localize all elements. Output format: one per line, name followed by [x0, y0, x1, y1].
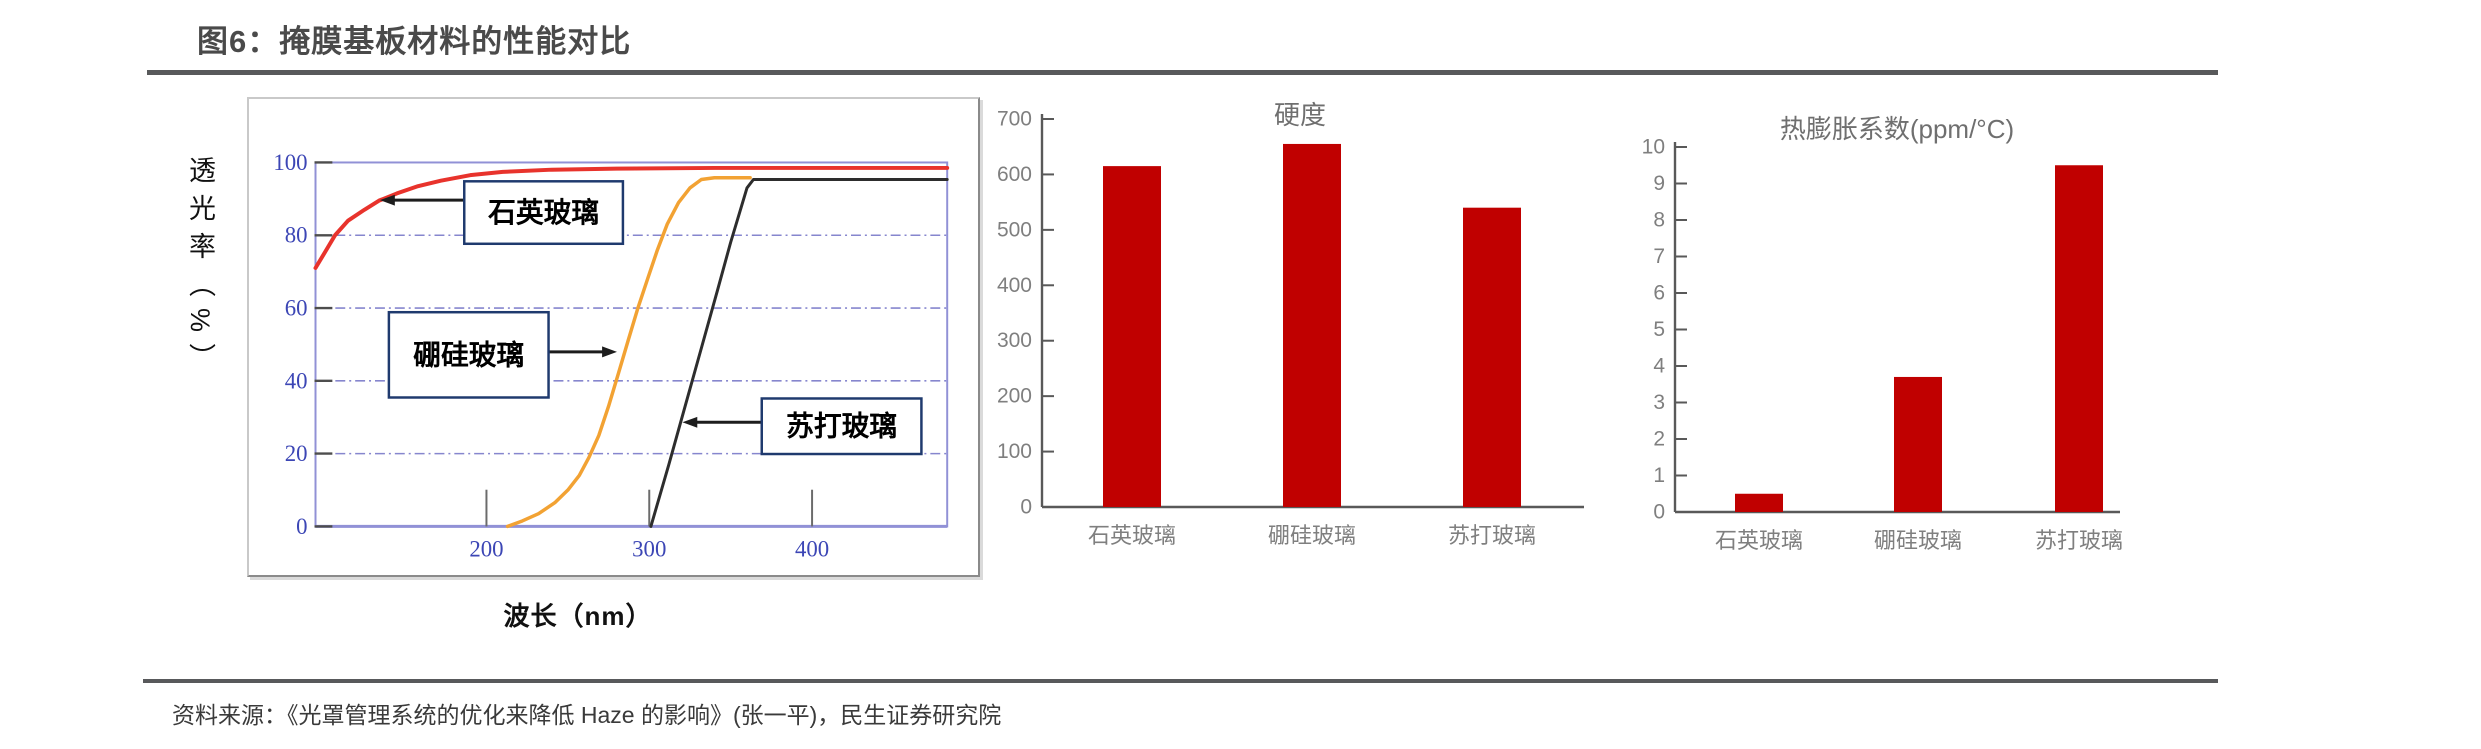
hardness-chart-title: 硬度 — [1274, 100, 1326, 130]
soda-glass-callout-arrowhead — [682, 416, 698, 428]
cte-tick-label-9: 9 — [1653, 172, 1665, 195]
borosilicate-glass-callout-label: 硼硅玻璃 — [413, 339, 524, 370]
hardness-bar-0 — [1103, 166, 1161, 507]
y-tick-label-100: 100 — [273, 150, 307, 175]
y-tick-label-80: 80 — [285, 223, 308, 248]
cte-tick-label-3: 3 — [1653, 391, 1665, 414]
hardness-tick-label-300: 300 — [997, 329, 1032, 352]
y-tick-label-20: 20 — [285, 441, 308, 466]
hardness-bar-chart: 700 600 500 400 300 200 100 0 石英玻璃 硼硅玻璃 苏打玻璃 硬度 — [997, 100, 1584, 548]
quartz-glass-callout-label: 石英玻璃 — [487, 197, 599, 228]
x-tick-label-200: 200 — [469, 536, 503, 561]
hardness-category-label-1: 硼硅玻璃 — [1268, 523, 1356, 548]
quartz-glass-callout-arrowhead — [379, 194, 395, 206]
cte-tick-label-1: 1 — [1653, 464, 1665, 487]
cte-tick-label-6: 6 — [1653, 282, 1665, 305]
soda-glass-callout-label: 苏打玻璃 — [786, 411, 897, 442]
cte-tick-label-0: 0 — [1653, 501, 1665, 524]
cte-tick-label-7: 7 — [1653, 245, 1665, 268]
transmittance-x-axis-label: 波长（nm） — [503, 601, 653, 631]
hardness-tick-label-100: 100 — [997, 440, 1032, 463]
cte-tick-label-4: 4 — [1653, 355, 1665, 378]
transmittance-chart-panel: 100 80 60 40 20 0 200 300 400 石英玻璃 硼硅玻璃 苏打玻璃 — [247, 97, 980, 577]
quartz-glass-line — [313, 165, 950, 270]
cte-tick-label-5: 5 — [1653, 318, 1665, 341]
hardness-tick-label-700: 700 — [997, 108, 1032, 131]
cte-category-label-2: 苏打玻璃 — [2035, 528, 2123, 553]
borosilicate-glass-callout-arrowhead — [602, 346, 617, 358]
hardness-tick-label-200: 200 — [997, 385, 1032, 408]
cte-category-label-0: 石英玻璃 — [1715, 528, 1803, 553]
borosilicate-glass-line — [505, 176, 752, 529]
transmittance-y-axis-label: 透光率（%） — [185, 156, 215, 382]
figure-title: 图6：掩膜基板材料的性能对比 — [197, 24, 632, 59]
cte-category-label-1: 硼硅玻璃 — [1874, 528, 1962, 553]
source-text: 资料来源：《光罩管理系统的优化来降低 Haze 的影响》(张一平)，民生证券研究… — [172, 702, 1002, 728]
source-divider — [143, 679, 2218, 683]
borosilicate-glass-callout-box — [387, 310, 550, 399]
cte-tick-label-2: 2 — [1653, 428, 1665, 451]
cte-chart-title: 热膨胀系数(ppm/°C) — [1780, 114, 2014, 144]
hardness-bar-2 — [1463, 207, 1521, 507]
hardness-tick-label-600: 600 — [997, 163, 1032, 186]
title-divider — [147, 70, 2218, 75]
y-tick-label-0: 0 — [296, 514, 307, 539]
soda-glass-callout-box — [760, 397, 923, 456]
hardness-category-label-2: 苏打玻璃 — [1448, 523, 1536, 548]
hardness-tick-label-400: 400 — [997, 274, 1032, 297]
hardness-category-label-0: 石英玻璃 — [1088, 523, 1176, 548]
x-tick-label-300: 300 — [632, 536, 666, 561]
cte-tick-label-8: 8 — [1653, 209, 1665, 232]
soda-glass-line — [649, 178, 949, 528]
hardness-tick-label-500: 500 — [997, 218, 1032, 241]
cte-tick-label-10: 10 — [1642, 136, 1665, 159]
quartz-glass-callout-box — [463, 180, 625, 246]
cte-bar-1 — [1894, 376, 1942, 512]
cte-bar-2 — [2055, 165, 2103, 512]
cte-bar-0 — [1735, 493, 1783, 512]
hardness-tick-label-0: 0 — [1020, 496, 1032, 519]
y-tick-label-60: 60 — [285, 296, 308, 321]
hardness-bar-1 — [1283, 143, 1341, 507]
y-tick-label-40: 40 — [285, 368, 308, 393]
x-tick-label-400: 400 — [795, 536, 829, 561]
